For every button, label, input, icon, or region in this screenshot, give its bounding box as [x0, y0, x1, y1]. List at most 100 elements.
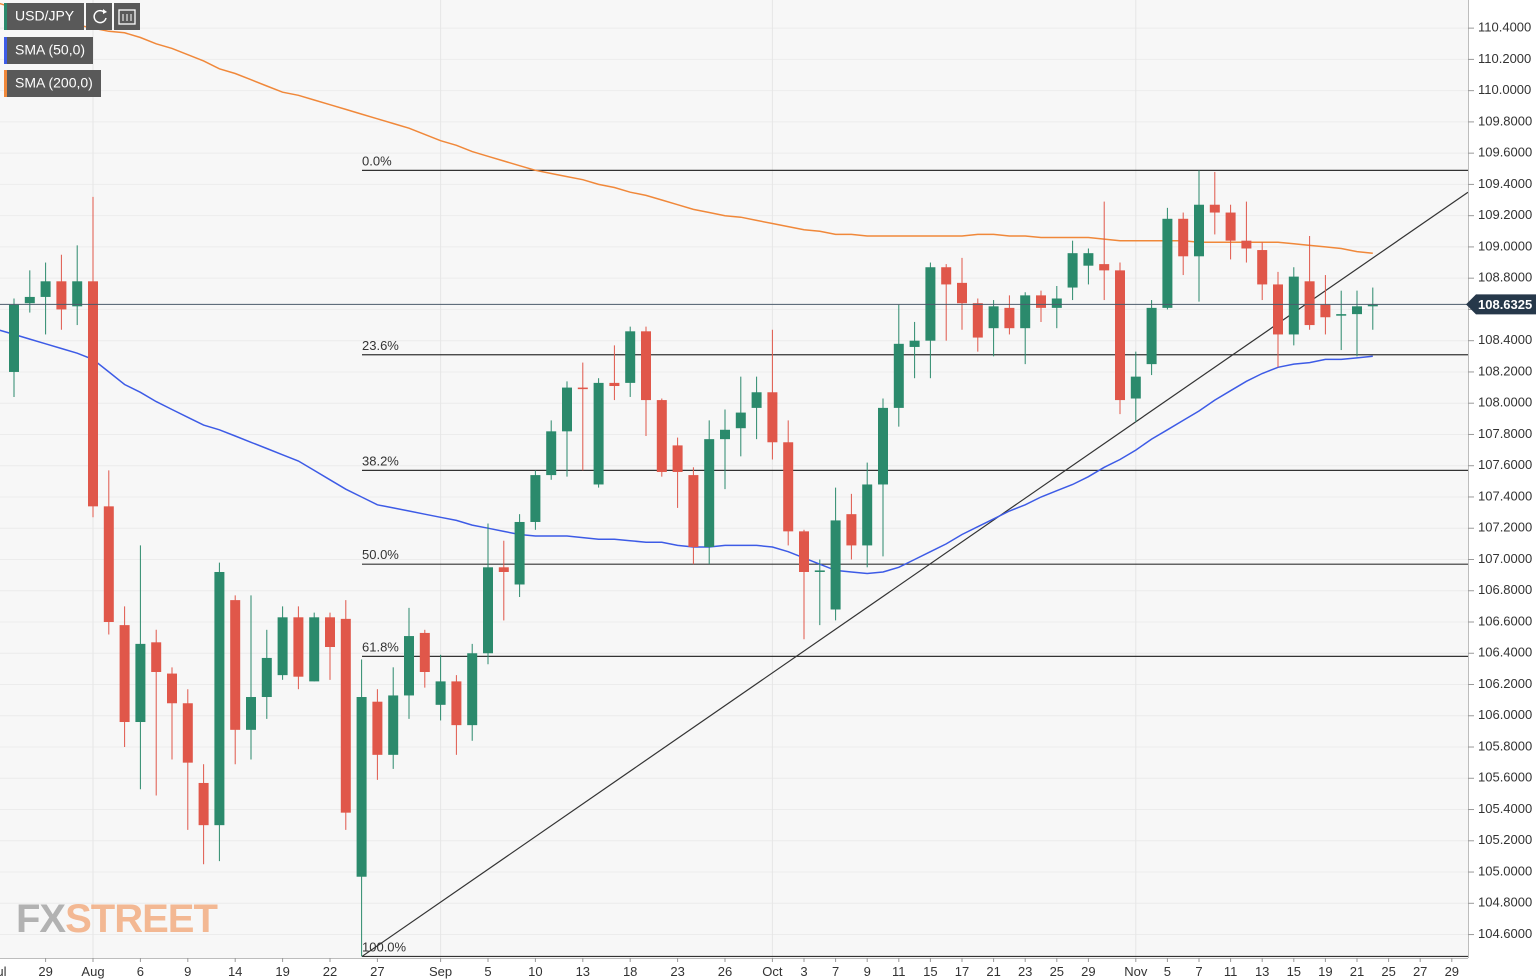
legend-label: USD/JPY	[15, 8, 75, 24]
candle-body	[846, 514, 857, 546]
x-tick-label: 18	[623, 964, 637, 979]
x-tick-label: 10	[528, 964, 542, 979]
y-axis-background	[1468, 0, 1536, 979]
x-tick-label: 13	[1255, 964, 1269, 979]
candle-body	[72, 281, 83, 307]
y-tick-label: 106.6000	[1478, 613, 1532, 628]
y-tick-label: 106.0000	[1478, 707, 1532, 722]
x-tick-label: 11	[892, 964, 906, 979]
candle-body	[767, 392, 778, 443]
y-tick-label: 108.4000	[1478, 332, 1532, 347]
fib-label: 38.2%	[362, 453, 399, 468]
candle-body	[862, 484, 873, 546]
candles	[9, 170, 1378, 957]
candle-body	[88, 281, 98, 507]
candle-body	[1099, 264, 1110, 271]
candle-body	[182, 703, 193, 763]
candle-body	[514, 521, 525, 585]
candle-body	[1130, 376, 1141, 399]
x-tick-label: 15	[923, 964, 937, 979]
x-tick-label: 27	[370, 964, 384, 979]
fib-label: 61.8%	[362, 639, 399, 654]
calendar-icon	[118, 9, 136, 25]
x-tick-label: Nov	[1124, 964, 1148, 979]
y-tick-label: 110.2000	[1478, 51, 1531, 66]
fibonacci: 0.0% 23.6% 38.2% 50.0% 61.8% 100.0%	[361, 153, 1469, 958]
x-tick-label: 27	[1413, 964, 1427, 979]
x-tick-label: Aug	[81, 964, 104, 979]
candle-body	[1004, 307, 1015, 329]
x-tick-label: Jul	[0, 964, 7, 979]
candle-body	[451, 681, 462, 726]
x-tick-label: 9	[184, 964, 191, 979]
y-tick-label: 109.2000	[1478, 207, 1532, 222]
y-tick-label: 109.6000	[1478, 145, 1532, 160]
candle-body	[435, 681, 446, 705]
legend-label: SMA (50,0)	[15, 42, 85, 58]
candle-body	[1036, 295, 1046, 308]
candle-body	[419, 632, 430, 673]
candle-body	[498, 567, 509, 572]
indicator-lines	[0, 2, 1373, 575]
candle-body	[1225, 212, 1236, 241]
y-tick-label: 104.8000	[1478, 895, 1532, 910]
x-tick-label: 9	[864, 964, 871, 979]
y-tick-label: 105.2000	[1478, 832, 1532, 847]
x-tick-label: 21	[986, 964, 1000, 979]
legend-label: SMA (200,0)	[15, 75, 93, 91]
candle-body	[546, 431, 557, 476]
candle-body	[1273, 284, 1283, 335]
legend-box	[4, 37, 93, 64]
candle-body	[1304, 281, 1315, 326]
x-tick-label: 19	[275, 964, 289, 979]
x-tick-label: 5	[484, 964, 491, 979]
x-tick-label: 15	[1287, 964, 1301, 979]
candle-body	[1146, 307, 1157, 365]
candle-body	[941, 267, 952, 285]
candle-body	[261, 657, 272, 698]
y-tick-label: 108.2000	[1478, 363, 1532, 378]
y-tick-label: 106.8000	[1478, 582, 1532, 597]
candle-body	[814, 570, 825, 572]
x-tick-label: 25	[1050, 964, 1064, 979]
candle-body	[356, 697, 367, 877]
candle-body	[214, 571, 225, 826]
candle-body	[720, 429, 730, 440]
candle-body	[467, 653, 478, 726]
legend-swatch	[4, 70, 7, 97]
x-tick-label: 21	[1350, 964, 1364, 979]
candle-body	[1241, 240, 1252, 249]
candle-body	[24, 296, 35, 304]
y-tick-label: 105.8000	[1478, 738, 1532, 753]
candle-body	[1367, 304, 1378, 307]
candle-body	[1194, 204, 1204, 257]
refresh-button[interactable]	[86, 3, 112, 30]
fib-label: 23.6%	[362, 338, 399, 353]
x-tick-label: 25	[1381, 964, 1395, 979]
fib-label: 50.0%	[362, 547, 399, 562]
y-tick-label: 107.4000	[1478, 488, 1532, 503]
candle-body	[404, 636, 414, 696]
candle-body	[1115, 270, 1125, 401]
y-tick-label: 110.4000	[1478, 20, 1531, 35]
fib-label: 100.0%	[362, 939, 407, 954]
candle-body	[909, 340, 920, 347]
y-tick-label: 106.2000	[1478, 676, 1532, 691]
x-tick-label: 17	[955, 964, 969, 979]
candle-body	[1162, 218, 1173, 308]
y-tick-label: 107.6000	[1478, 457, 1532, 472]
y-tick-label: 109.4000	[1478, 176, 1532, 191]
legend-box	[4, 3, 84, 30]
refresh-icon	[93, 9, 107, 24]
legend-box	[4, 70, 101, 97]
candle-body	[277, 617, 288, 676]
y-tick-label: 109.0000	[1478, 238, 1532, 253]
candle-body	[972, 303, 983, 338]
x-tick-label: 11	[1224, 964, 1238, 979]
candle-body	[1336, 314, 1347, 316]
candle-body	[9, 304, 19, 372]
candle-body	[1178, 218, 1189, 257]
